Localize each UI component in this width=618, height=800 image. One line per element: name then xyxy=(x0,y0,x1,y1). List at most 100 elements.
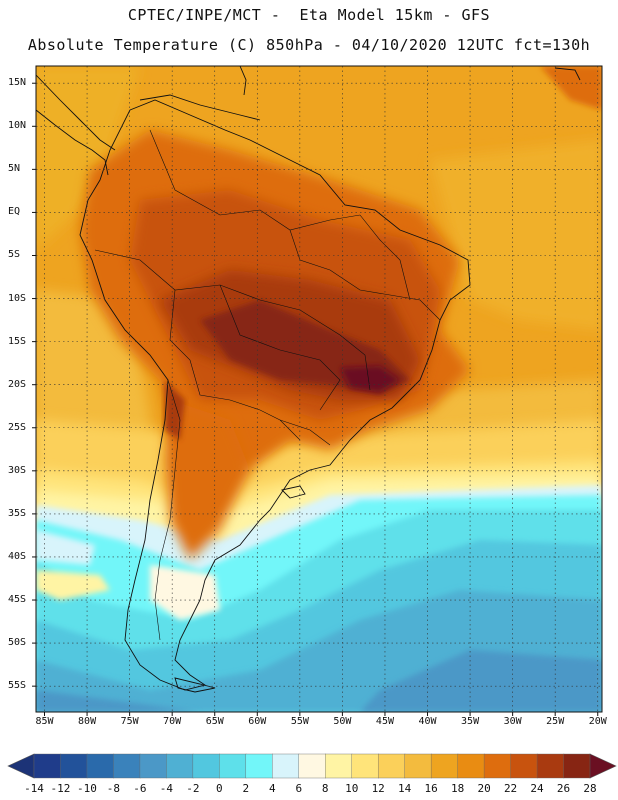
lon-label: 45W xyxy=(375,716,394,727)
lat-label: 35S xyxy=(8,507,27,519)
colorbar xyxy=(7,753,617,779)
field-atlantic xyxy=(430,140,602,330)
colorbar-tick-label: 20 xyxy=(477,782,491,795)
lat-label: 20S xyxy=(8,378,27,390)
colorbar-swatch xyxy=(298,753,326,779)
colorbar-tick-label: -14 xyxy=(24,782,44,795)
field-band-neg6 xyxy=(36,650,602,712)
colorbar-swatch xyxy=(377,753,406,779)
colorbar-tick-label: 10 xyxy=(345,782,359,795)
lon-label: 50W xyxy=(333,716,352,727)
colorbar-tick-label: 8 xyxy=(321,782,329,795)
island-2 xyxy=(554,67,581,81)
lat-label: 45S xyxy=(8,594,27,606)
field-topright-warm xyxy=(540,66,602,110)
lat-label: 15N xyxy=(8,77,27,89)
map-title-line-2: Absolute Temperature (C) 850hPa - 04/10/… xyxy=(27,36,591,54)
colorbar-swatch xyxy=(430,753,459,779)
axis-ticks xyxy=(32,82,599,716)
lat-label: 50S xyxy=(8,637,27,649)
border-1 xyxy=(149,129,361,231)
lon-label: 70W xyxy=(163,716,182,727)
colorbar-swatch xyxy=(457,753,485,779)
lon-label: 30W xyxy=(503,716,522,727)
border-3 xyxy=(169,289,301,441)
colorbar-swatch xyxy=(113,753,141,779)
lat-label: 55S xyxy=(8,680,27,692)
field-argentina-warm xyxy=(165,400,250,560)
lat-label: 15S xyxy=(8,335,27,347)
colorbar-tick-label: 22 xyxy=(503,782,518,795)
colorbar-tick-label: 28 xyxy=(583,782,597,795)
lon-label: 40W xyxy=(418,716,437,727)
colorbar-swatch xyxy=(404,753,432,779)
colorbar-swatch xyxy=(86,753,115,779)
colorbar-swatch xyxy=(60,753,88,779)
lon-label: 65W xyxy=(205,716,224,727)
colorbar-swatch xyxy=(192,753,221,779)
colorbar-tick-label: -8 xyxy=(106,782,121,795)
lon-label: 60W xyxy=(248,716,267,727)
lon-label: 80W xyxy=(78,716,97,727)
lon-label: 25W xyxy=(546,716,565,727)
colorbar-tick-label: -2 xyxy=(186,782,200,795)
lat-label: 10N xyxy=(8,120,27,132)
lon-label: 85W xyxy=(35,716,54,727)
lon-label: 55W xyxy=(290,716,309,727)
lat-label: 40S xyxy=(8,550,27,562)
south-america-coast xyxy=(79,99,471,691)
field-patch-pale-3 xyxy=(36,530,95,565)
colorbar-swatch xyxy=(245,753,273,779)
border-7 xyxy=(359,214,411,301)
colorbar-tick-label: 14 xyxy=(398,782,412,795)
colorbar-under-arrow xyxy=(7,753,35,779)
colorbar-tick-label: 2 xyxy=(242,782,250,795)
colorbar-swatch xyxy=(219,753,247,779)
colorbar-tick-label: -10 xyxy=(77,782,97,795)
lat-label: EQ xyxy=(8,206,21,218)
colorbar-swatch xyxy=(325,753,353,779)
colorbar-tick-label: 12 xyxy=(371,782,385,795)
lat-label: 25S xyxy=(8,421,27,433)
colorbar-swatch xyxy=(139,753,168,779)
temperature-field xyxy=(36,66,602,712)
field-pacific-north xyxy=(36,66,140,250)
map-frame xyxy=(35,65,603,713)
colorbar-swatch xyxy=(166,753,194,779)
colorbar-tick-label: -6 xyxy=(133,782,147,795)
island-1 xyxy=(239,66,247,96)
colorbar-tick-label: 6 xyxy=(295,782,303,795)
lon-label: 75W xyxy=(120,716,139,727)
lat-label: 10S xyxy=(8,292,27,304)
border-8 xyxy=(279,419,331,446)
coastlines xyxy=(36,66,581,693)
colorbar-swatch xyxy=(351,753,379,779)
colorbar-tick-label: 26 xyxy=(556,782,571,795)
colorbar-swatch xyxy=(510,753,538,779)
colorbar-tick-label: 16 xyxy=(424,782,438,795)
field-andes-warm xyxy=(165,380,185,440)
colorbar-tick-label: 18 xyxy=(450,782,465,795)
border-5 xyxy=(154,379,181,641)
lon-label: 20W xyxy=(588,716,607,727)
colorbar-tick-label: 24 xyxy=(530,782,544,795)
colorbar-swatch xyxy=(272,753,300,779)
falklands xyxy=(281,485,306,499)
lon-label: 35W xyxy=(461,716,480,727)
colorbar-tick-label: 0 xyxy=(216,782,223,795)
border-2 xyxy=(94,249,371,391)
colorbar-tick-label: 4 xyxy=(268,782,276,795)
lat-label: 5N xyxy=(8,163,21,175)
colorbar-swatch xyxy=(536,753,565,779)
field-patch-pale-2 xyxy=(150,565,220,620)
colorbar-tick-label: -12 xyxy=(50,782,71,795)
map-title-line-1: CPTEC/INPE/MCT - Eta Model 15km - GFS xyxy=(127,6,491,24)
colorbar-over-arrow xyxy=(589,753,617,779)
lat-label: 30S xyxy=(8,464,27,476)
central-america-coast xyxy=(36,74,116,176)
caribbean-coast xyxy=(139,94,261,121)
colorbar-swatch xyxy=(563,753,591,779)
lat-label: 5S xyxy=(8,249,21,261)
field-patch-pale-1 xyxy=(36,570,110,600)
